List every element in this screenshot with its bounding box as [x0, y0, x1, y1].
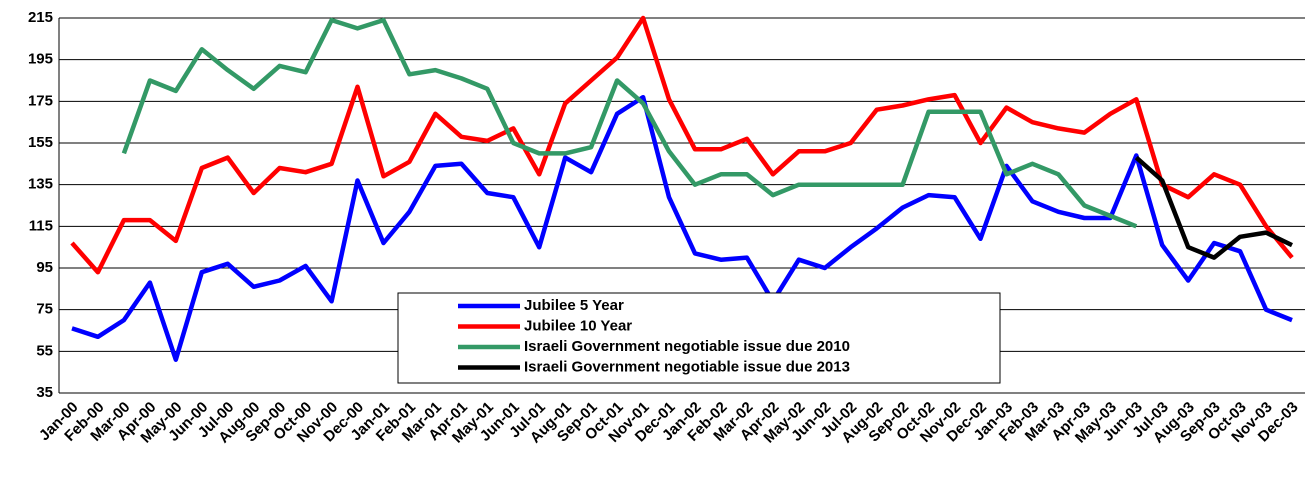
legend-label: Israeli Government negotiable issue due … [524, 358, 850, 375]
y-tick-label: 135 [28, 176, 53, 193]
y-tick-label: 215 [28, 9, 53, 26]
legend: Jubilee 5 Year Jubilee 10 Year Israeli Gov… [397, 292, 1001, 384]
plot [70, 15, 1294, 362]
series-line [70, 15, 1294, 275]
y-tick-label: 35 [36, 384, 53, 401]
legend-label: Jubilee 5 Year [524, 297, 624, 314]
legend-label: Jubilee 10 Year [524, 317, 632, 334]
series-line [71, 94, 1293, 362]
y-tick-label: 115 [29, 217, 53, 234]
y-tick-label: 95 [36, 259, 53, 276]
y-tick-label: 195 [28, 51, 53, 68]
legend-label: Israeli Government negotiable issue due … [524, 338, 850, 355]
series-line [1134, 155, 1293, 260]
series-line [121, 17, 1138, 229]
y-tick-label: 75 [36, 301, 53, 318]
y-tick-label: 55 [36, 342, 53, 359]
y-tick-label: 175 [28, 92, 53, 109]
y-tick-label: 155 [28, 134, 53, 151]
